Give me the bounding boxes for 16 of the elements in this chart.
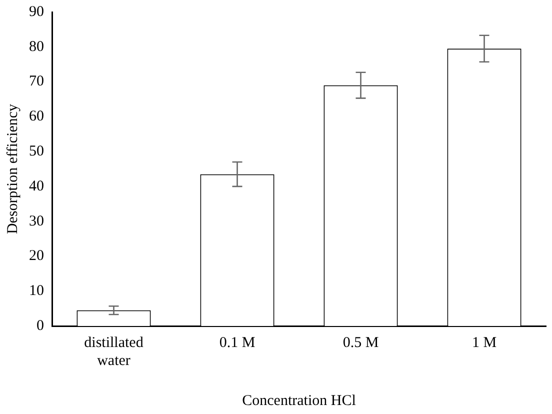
y-tick-label: 40 xyxy=(29,178,44,194)
y-tick-label: 10 xyxy=(29,283,44,300)
x-axis-title: Concentration HCl xyxy=(242,392,356,409)
x-tick-label: 0.1 M xyxy=(219,334,256,351)
y-tick-label: 60 xyxy=(29,108,44,125)
y-tick-label: 90 xyxy=(29,4,44,20)
y-tick-label: 50 xyxy=(29,143,44,160)
y-tick-label: 80 xyxy=(29,38,44,55)
y-tick-label: 0 xyxy=(36,318,44,334)
x-tick-label: distillated water xyxy=(84,334,144,369)
y-tick-label: 70 xyxy=(29,74,44,90)
y-axis-title: Desorption efficiency xyxy=(4,103,21,234)
y-tick-label: 20 xyxy=(29,248,44,264)
x-tick-label: 1 M xyxy=(472,334,497,351)
y-tick-label: 30 xyxy=(29,213,44,230)
x-tick-label: 0.5 M xyxy=(342,334,379,351)
